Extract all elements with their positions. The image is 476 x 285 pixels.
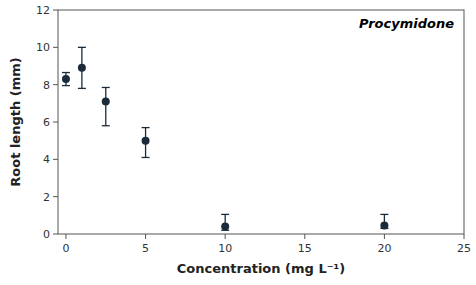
y-tick-label: 12: [36, 4, 50, 17]
annotation: Procymidone: [359, 16, 454, 31]
y-tick-label: 6: [43, 116, 50, 129]
x-axis-label: Concentration (mg L⁻¹): [177, 261, 345, 276]
x-tick: [225, 234, 226, 239]
x-tick-label: 25: [457, 242, 471, 255]
y-tick: [53, 196, 58, 197]
x-tick: [304, 234, 305, 239]
point: [102, 97, 110, 105]
axes: 0 5 10 15 20 25 0 2 4 6 8 10 12: [36, 4, 471, 255]
x-tick-label: 20: [377, 242, 391, 255]
x-tick-label: 15: [298, 242, 312, 255]
data-group: [62, 47, 388, 230]
error-bar-cap: [62, 85, 70, 86]
point: [62, 75, 70, 83]
y-tick: [53, 122, 58, 123]
x-tick-label: 5: [142, 242, 149, 255]
plot-background: [58, 10, 464, 234]
error-bar-cap: [142, 127, 150, 128]
y-tick: [53, 159, 58, 160]
y-tick-label: 4: [43, 153, 50, 166]
error-bar-cap: [102, 125, 110, 126]
error-bar-cap: [102, 87, 110, 88]
y-tick-label: 0: [43, 228, 50, 241]
x-tick-label: 0: [62, 242, 69, 255]
y-tick-label: 2: [43, 191, 50, 204]
x-tick: [464, 234, 465, 239]
error-bar-cap: [78, 47, 86, 48]
x-tick: [145, 234, 146, 239]
y-tick: [53, 234, 58, 235]
plot-frame: [58, 10, 464, 234]
point: [142, 137, 150, 145]
point: [221, 223, 229, 231]
y-tick-label: 8: [43, 79, 50, 92]
y-tick: [53, 47, 58, 48]
x-tick: [384, 234, 385, 239]
error-bar-cap: [78, 88, 86, 89]
point: [78, 64, 86, 72]
y-tick: [53, 84, 58, 85]
x-tick: [65, 234, 66, 239]
x-tick-label: 10: [218, 242, 232, 255]
error-bar-cap: [62, 72, 70, 73]
y-tick: [53, 10, 58, 11]
error-bar-cap: [380, 214, 388, 215]
chart: 0 5 10 15 20 25 0 2 4 6 8 10 12 Procymidone Concentrat…: [0, 0, 476, 285]
error-bar-cap: [142, 157, 150, 158]
error-bar-cap: [221, 214, 229, 215]
point: [380, 222, 388, 230]
y-axis-label: Root length (mm): [8, 57, 23, 186]
y-tick-label: 10: [36, 41, 50, 54]
